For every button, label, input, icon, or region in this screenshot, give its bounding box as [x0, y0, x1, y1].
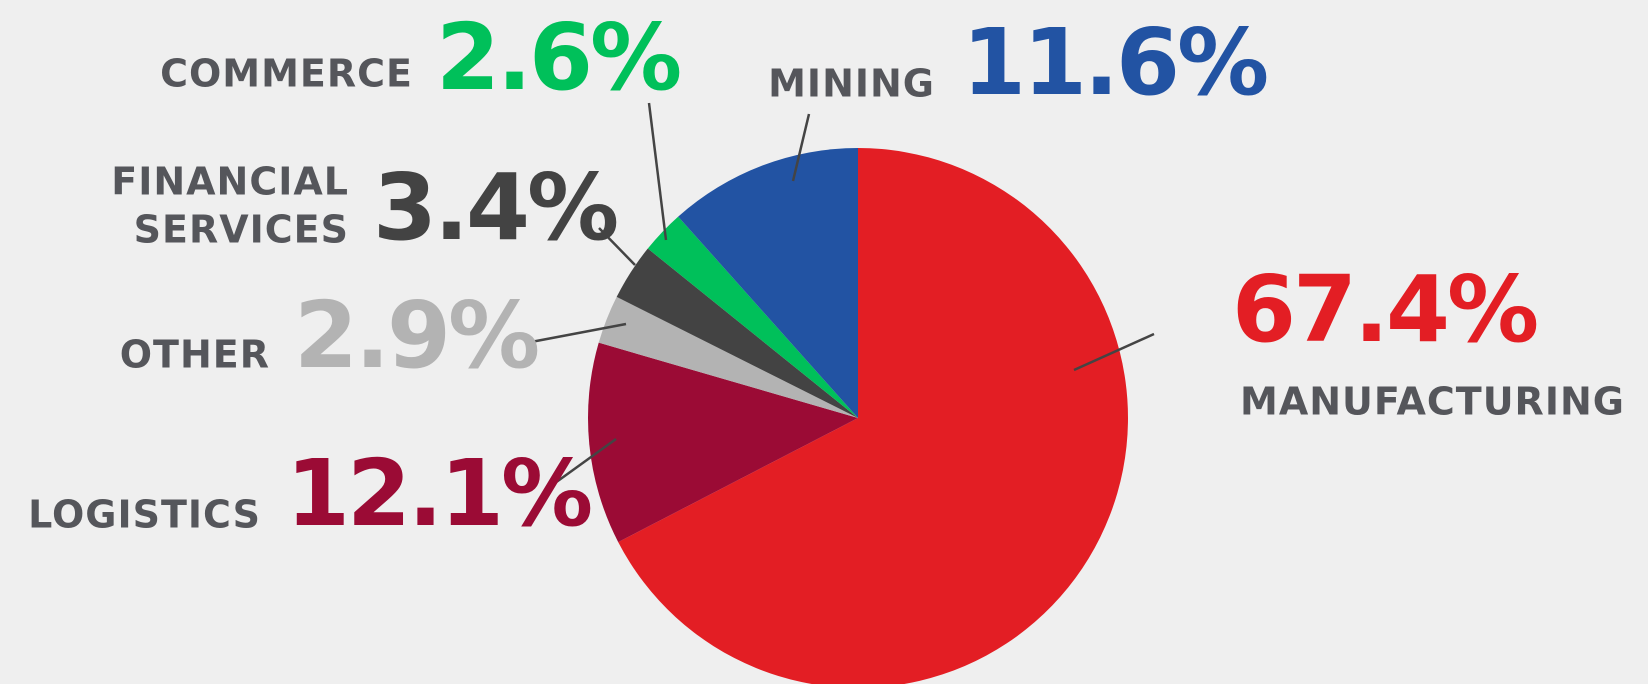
- pie-slice: [598, 296, 858, 418]
- value-label: 3.4%: [373, 154, 619, 261]
- pie-slice: [647, 216, 858, 418]
- category-label: MINING: [768, 61, 935, 106]
- value-label: 11.6%: [962, 9, 1269, 116]
- category-label: LOGISTICS: [28, 492, 261, 537]
- category-label: OTHER: [119, 332, 270, 377]
- value-label: 67.4%: [1232, 256, 1539, 363]
- value-label: 2.9%: [294, 282, 540, 389]
- category-label: FINANCIAL SERVICES: [111, 159, 349, 252]
- category-label: MANUFACTURING: [1240, 379, 1625, 424]
- pie-slice: [618, 148, 1128, 684]
- value-label: 2.6%: [436, 4, 682, 111]
- pie-slice: [616, 248, 858, 418]
- slices: [588, 148, 1128, 684]
- category-label: COMMERCE: [160, 51, 413, 96]
- leader-line: [1073, 332, 1155, 372]
- leader-line: [530, 322, 627, 344]
- leader-line: [554, 437, 617, 485]
- value-label: 12.1%: [286, 440, 593, 547]
- pie-slice: [678, 148, 858, 418]
- pie-slice: [588, 342, 858, 543]
- leader-line: [791, 113, 811, 182]
- leader-line: [598, 227, 636, 266]
- leader-line: [647, 102, 668, 241]
